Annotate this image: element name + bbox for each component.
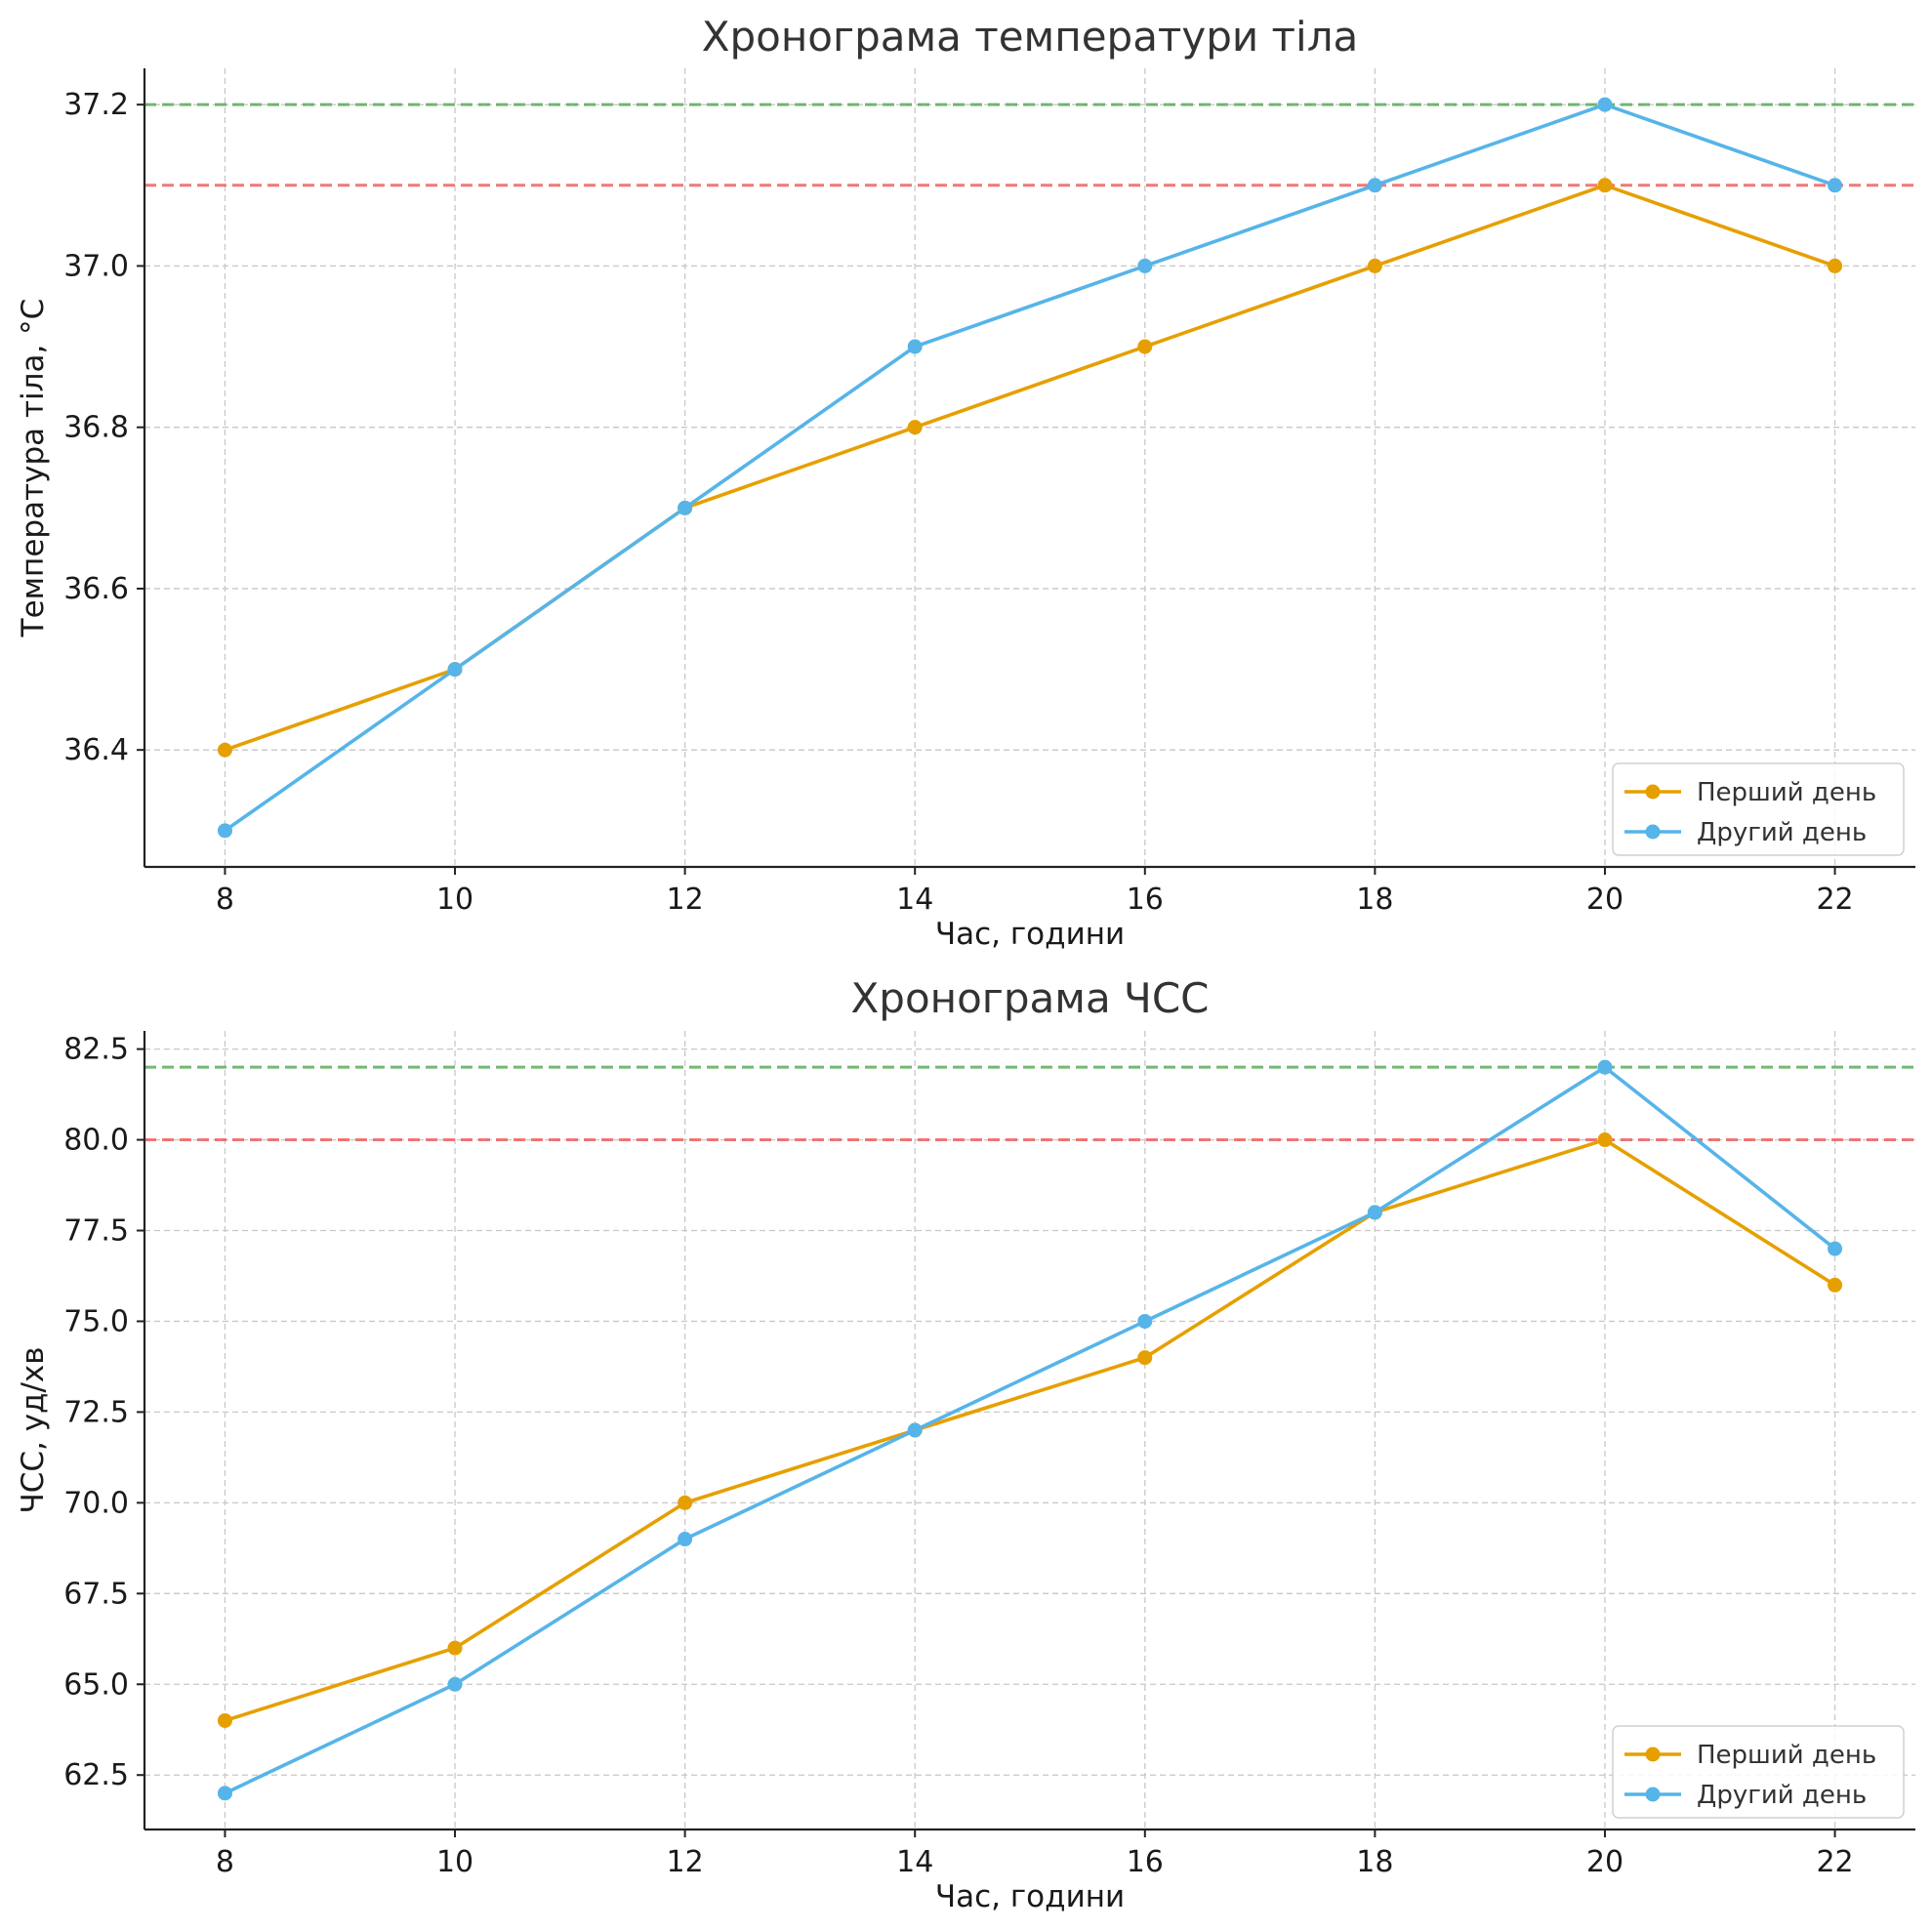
y-tick-label: 37.2 xyxy=(63,88,129,122)
series-line xyxy=(224,1137,1836,1723)
grid xyxy=(144,68,1915,867)
legend-box xyxy=(1612,762,1905,856)
y-tick-label: 62.5 xyxy=(63,1758,129,1792)
x-ticks: 8 10 12 14 16 18 20 22 xyxy=(216,867,1854,917)
legend-marker xyxy=(1645,1747,1661,1762)
data-point xyxy=(1828,1277,1843,1293)
chart-title: Хронограма температури тіла xyxy=(702,13,1359,61)
data-point xyxy=(217,1786,232,1801)
x-tick-label: 22 xyxy=(1816,883,1853,917)
x-tick-label: 8 xyxy=(216,883,234,917)
legend-label: Перший день xyxy=(1697,778,1876,807)
y-tick-label: 70.0 xyxy=(63,1486,129,1520)
data-point xyxy=(1597,97,1613,112)
legend-label: Перший день xyxy=(1697,1741,1876,1770)
data-point xyxy=(1137,1350,1153,1366)
x-tick-label: 16 xyxy=(1127,1845,1164,1879)
legend-marker xyxy=(1645,824,1661,840)
data-point xyxy=(678,500,693,515)
data-point xyxy=(1597,1132,1613,1148)
data-point xyxy=(1597,1059,1613,1075)
legend: Перший день Другий день xyxy=(1612,762,1905,856)
x-tick-label: 10 xyxy=(436,883,473,917)
x-tick-label: 18 xyxy=(1356,1845,1393,1879)
y-tick-label: 77.5 xyxy=(63,1214,129,1249)
x-axis-label: Час, години xyxy=(935,917,1125,952)
data-point xyxy=(447,662,463,678)
x-axis-label: Час, години xyxy=(935,1879,1125,1914)
data-point xyxy=(1137,339,1153,354)
data-point xyxy=(678,1532,693,1547)
reference-lines xyxy=(144,1065,1915,1142)
legend-box xyxy=(1612,1725,1905,1819)
data-point xyxy=(217,1712,232,1728)
data-point xyxy=(907,1422,923,1438)
y-axis-label: ЧСС, уд/хв xyxy=(16,1346,51,1513)
y-tick-label: 36.4 xyxy=(63,733,129,767)
data-point xyxy=(1828,1241,1843,1256)
heart-rate-chart: 8 10 12 14 16 18 20 22 62.5 65.0 67.5 70.0 72.5 75.0 7… xyxy=(16,974,1915,1914)
y-tick-label: 82.5 xyxy=(63,1033,129,1067)
y-tick-label: 72.5 xyxy=(63,1395,129,1429)
legend-marker xyxy=(1645,1787,1661,1802)
x-tick-label: 10 xyxy=(436,1845,473,1879)
y-tick-label: 67.5 xyxy=(63,1577,129,1611)
x-tick-label: 12 xyxy=(667,1845,704,1879)
series-line xyxy=(224,1065,1836,1795)
legend-marker xyxy=(1645,784,1661,800)
y-tick-label: 37.0 xyxy=(63,249,129,283)
x-tick-label: 22 xyxy=(1816,1845,1853,1879)
series-line xyxy=(224,103,1836,833)
data-point xyxy=(1367,1205,1382,1220)
x-ticks: 8 10 12 14 16 18 20 22 xyxy=(216,1829,1854,1879)
x-tick-label: 20 xyxy=(1586,1845,1624,1879)
x-tick-label: 14 xyxy=(896,1845,933,1879)
legend-label: Другий день xyxy=(1697,1781,1867,1810)
data-point xyxy=(678,1495,693,1510)
x-tick-label: 16 xyxy=(1127,883,1164,917)
data-point xyxy=(1367,178,1382,193)
x-tick-label: 18 xyxy=(1356,883,1393,917)
y-tick-label: 36.6 xyxy=(63,572,129,606)
data-point xyxy=(1828,178,1843,193)
x-tick-label: 8 xyxy=(216,1845,234,1879)
y-tick-label: 65.0 xyxy=(63,1667,129,1702)
y-tick-label: 80.0 xyxy=(63,1124,129,1158)
data-point xyxy=(217,823,232,839)
legend-label: Другий день xyxy=(1697,818,1867,847)
y-tick-label: 36.8 xyxy=(63,411,129,445)
chart-title: Хронограма ЧСС xyxy=(851,974,1210,1022)
data-point xyxy=(907,339,923,354)
data-point xyxy=(447,1640,463,1656)
x-tick-label: 12 xyxy=(667,883,704,917)
data-point xyxy=(1137,258,1153,273)
data-point xyxy=(447,1676,463,1692)
x-tick-label: 14 xyxy=(896,883,933,917)
temperature-chart: 8 10 12 14 16 18 20 22 36.4 36.6 36.8 37.0 37.2 Хроно… xyxy=(16,13,1915,952)
series-2 xyxy=(217,1059,1843,1801)
legend: Перший день Другий день xyxy=(1612,1725,1905,1819)
series-line xyxy=(224,184,1836,752)
data-point xyxy=(1137,1313,1153,1329)
data-point xyxy=(1828,258,1843,273)
series-1 xyxy=(217,1132,1843,1728)
grid xyxy=(144,1031,1915,1829)
data-point xyxy=(217,742,232,758)
data-point xyxy=(1597,178,1613,193)
y-ticks: 36.4 36.6 36.8 37.0 37.2 xyxy=(63,88,144,767)
y-axis-label: Температура тіла, °С xyxy=(16,299,51,638)
y-ticks: 62.5 65.0 67.5 70.0 72.5 75.0 77.5 80.0 82.5 xyxy=(63,1033,144,1792)
data-point xyxy=(1367,258,1382,273)
y-tick-label: 75.0 xyxy=(63,1304,129,1338)
reference-lines xyxy=(144,103,1915,187)
x-tick-label: 20 xyxy=(1586,883,1624,917)
series-2 xyxy=(217,97,1843,839)
data-point xyxy=(907,420,923,435)
